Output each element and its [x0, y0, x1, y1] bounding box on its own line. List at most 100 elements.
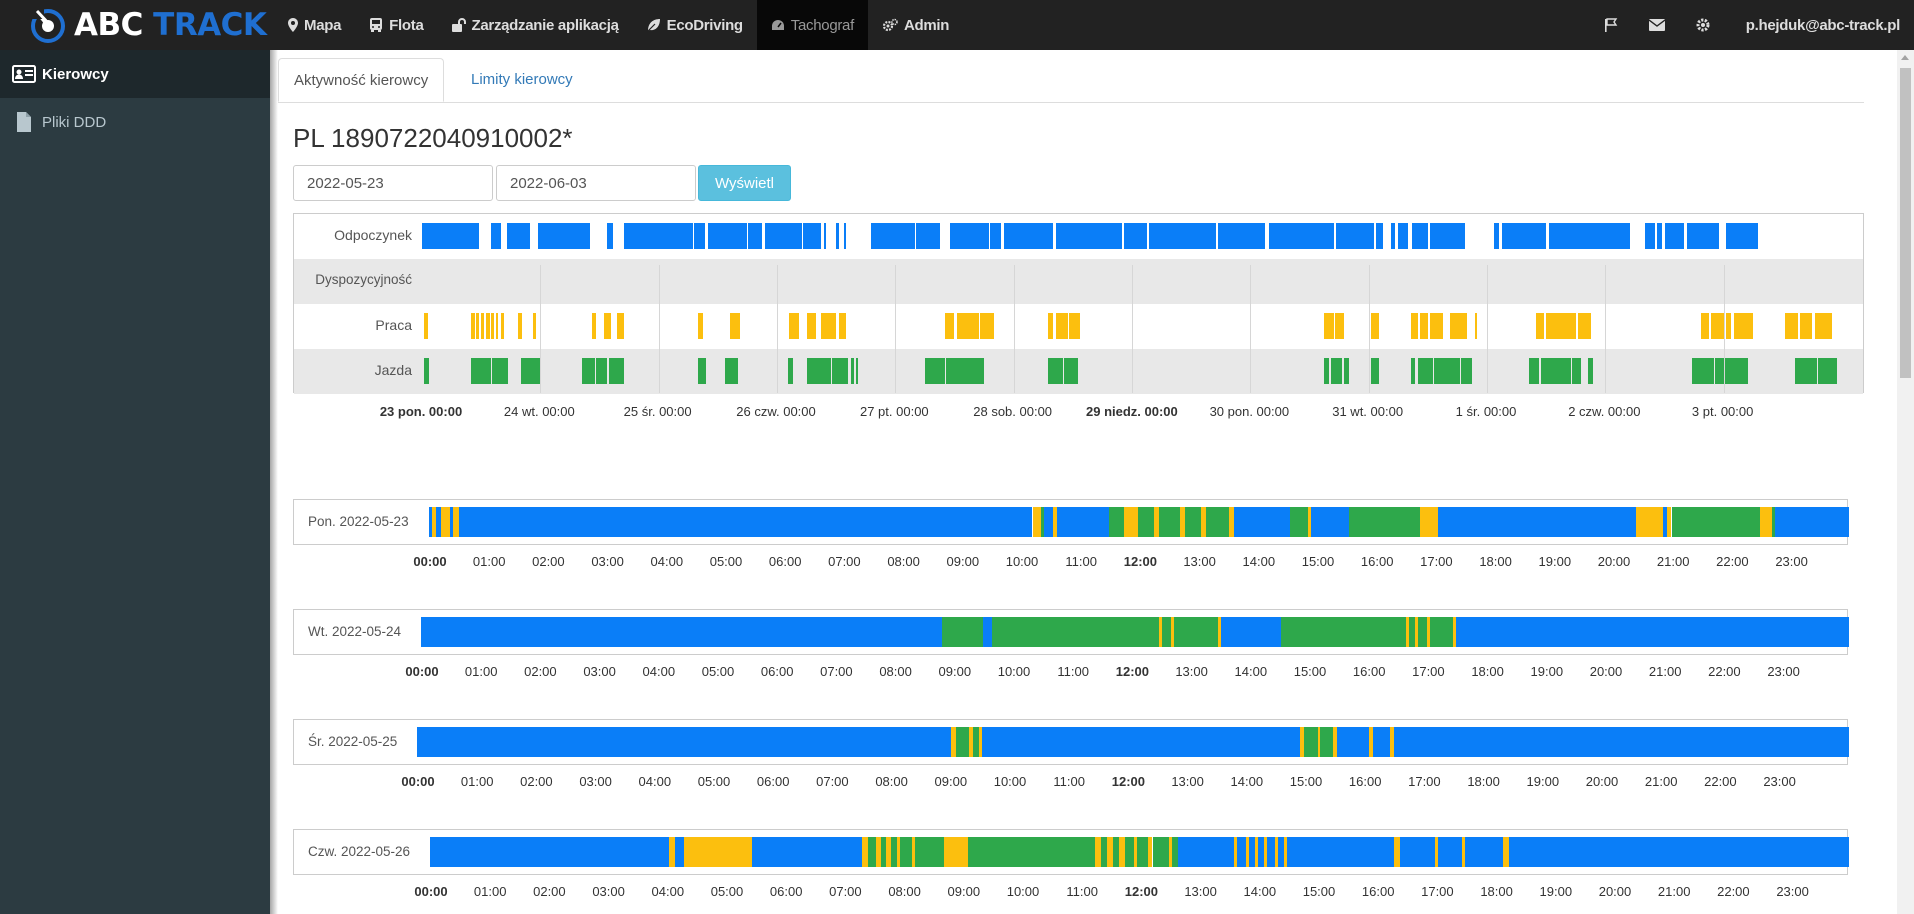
overview-segment-work	[424, 313, 428, 339]
user-email[interactable]: p.hejduk@abc-track.pl	[1745, 16, 1901, 34]
day-activity-bar[interactable]	[429, 507, 1849, 537]
overview-segment-work	[592, 313, 596, 339]
hour-tick: 02:00	[524, 664, 557, 679]
overview-segment-rest	[1149, 223, 1216, 249]
overview-segment-work	[698, 313, 704, 339]
hour-tick: 16:00	[1352, 664, 1386, 679]
day-activity-bar[interactable]	[430, 837, 1849, 867]
overview-segment-driving	[945, 358, 985, 384]
overview-segment-rest	[916, 223, 940, 249]
overview-segment-rest	[1376, 223, 1384, 249]
overview-segment-rest	[1390, 223, 1395, 249]
map-marker-icon	[288, 18, 298, 32]
overview-day-tick: 2 czw. 00:00	[1568, 404, 1641, 419]
nav-admin[interactable]: Admin	[868, 0, 963, 50]
hour-tick: 06:00	[756, 774, 790, 789]
overview-segment-driving	[1588, 358, 1593, 384]
hour-tick: 01:00	[464, 664, 498, 679]
tab-label: Aktywność kierowcy	[294, 71, 429, 89]
day-segment-work	[1332, 727, 1338, 757]
hour-tick: 10:00	[993, 774, 1027, 789]
overview-row-driving: Jazda	[294, 349, 1863, 394]
day-segment-driving	[1320, 727, 1333, 757]
nav-mapa[interactable]: Mapa	[274, 0, 355, 50]
sidebar-item-pliki-ddd[interactable]: Pliki DDD	[0, 98, 270, 146]
day-segment-rest	[982, 727, 1301, 757]
dashboard-icon	[771, 20, 784, 30]
hour-tick: 13:00	[1183, 554, 1216, 569]
overview-segment-work	[1055, 313, 1068, 339]
flag-icon[interactable]	[1588, 0, 1634, 50]
overview-segment-driving	[832, 358, 849, 384]
day-segment-driving	[1041, 507, 1045, 537]
day-segment-driving	[1124, 837, 1134, 867]
hour-tick: 10:00	[997, 664, 1031, 679]
hour-tick: 01:00	[473, 884, 507, 899]
day-label: Śr. 2022-05-25	[308, 734, 398, 749]
sidebar-item-kierowcy[interactable]: Kierowcy	[0, 50, 270, 98]
day-activity-bar[interactable]	[417, 727, 1849, 757]
overview-day-tick: 31 wt. 00:00	[1332, 404, 1404, 419]
tab-aktywnosc[interactable]: Aktywność kierowcy	[278, 58, 445, 102]
overview-segment-rest	[748, 223, 763, 249]
overview-segment-work	[730, 313, 741, 339]
overview-gridline	[895, 265, 897, 393]
day-segment-work	[1405, 617, 1409, 647]
scroll-thumb[interactable]	[1900, 68, 1911, 378]
overview-segment-work	[1324, 313, 1335, 339]
overview-segment-work	[956, 313, 980, 339]
day-segment-work	[1228, 507, 1234, 537]
overview-segment-rest	[1124, 223, 1147, 249]
gear-icon[interactable]	[1680, 0, 1726, 50]
hour-tick: 20:00	[1597, 554, 1631, 569]
day-segment-work	[684, 837, 753, 867]
overview-segment-driving	[924, 358, 945, 384]
day-label: Wt. 2022-05-24	[308, 624, 402, 639]
hour-tick: 19:00	[1539, 884, 1573, 899]
overview-segment-driving	[609, 358, 625, 384]
nav-zarzadzanie[interactable]: Zarządzanie aplikacją	[438, 0, 633, 50]
date-to-input[interactable]	[496, 165, 696, 201]
brand-logo[interactable]: ABC TRACK	[28, 5, 267, 45]
overview-segment-rest	[1664, 223, 1685, 249]
nav-tachograf[interactable]: Tachograf	[756, 0, 868, 50]
day-segment-driving	[1109, 507, 1125, 537]
activity-overview-chart: Odpoczynek Dyspozycyjność Praca Jazda	[293, 213, 1864, 394]
overview-row-label: Jazda	[374, 362, 412, 378]
hour-tick: 14:00	[1230, 774, 1264, 789]
nav-ecodriving[interactable]: EcoDriving	[633, 0, 757, 50]
overview-segment-rest	[694, 223, 706, 249]
overview-day-tick: 26 czw. 00:00	[736, 404, 816, 419]
overview-segment-driving	[1528, 358, 1539, 384]
overview-segment-work	[1578, 313, 1591, 339]
scrollbar[interactable]	[1897, 50, 1914, 914]
overview-segment-rest	[1398, 223, 1409, 249]
day-segment-work	[1503, 837, 1510, 867]
scroll-up-arrow-icon[interactable]	[1901, 55, 1909, 60]
overview-segment-work	[789, 313, 800, 339]
day-segment-driving	[992, 617, 1159, 647]
day-segment-driving	[1172, 837, 1178, 867]
day-segment-driving	[1772, 507, 1776, 537]
hour-tick: 06:00	[769, 884, 803, 899]
display-button[interactable]: Wyświetl	[698, 165, 791, 201]
overview-segment-work	[821, 313, 837, 339]
nav-flota[interactable]: Flota	[355, 0, 437, 50]
day-segment-driving	[1280, 617, 1406, 647]
overview-segment-rest	[1726, 223, 1759, 249]
hour-tick: 03:00	[591, 554, 624, 569]
main-nav: Mapa Flota Zarządzanie aplikacją EcoDriv…	[274, 0, 963, 50]
envelope-icon[interactable]	[1634, 0, 1680, 50]
file-icon	[17, 112, 31, 132]
date-from-input[interactable]	[293, 165, 493, 201]
hour-tick: 20:00	[1598, 884, 1632, 899]
day-activity-bar[interactable]	[421, 617, 1849, 647]
tab-limity[interactable]: Limity kierowcy	[456, 58, 588, 101]
overview-segment-driving	[1063, 358, 1078, 384]
day-segment-work	[1148, 837, 1153, 867]
hour-tick: 15:00	[1302, 884, 1336, 899]
day-segment-rest	[1266, 837, 1276, 867]
overview-segment-driving	[424, 358, 430, 384]
driver-card-number: PL 1890722040910002*	[293, 123, 573, 153]
overview-segment-rest	[1501, 223, 1547, 249]
